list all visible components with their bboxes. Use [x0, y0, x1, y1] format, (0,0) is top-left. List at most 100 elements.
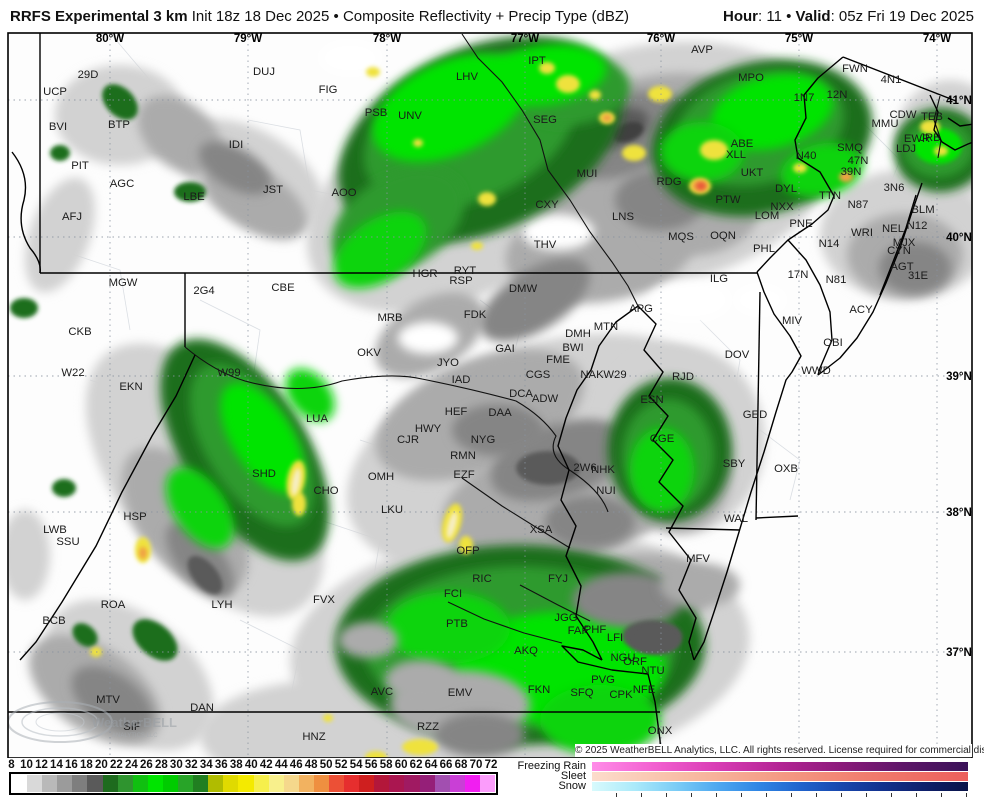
reflectivity-blob	[71, 666, 153, 734]
colorbar-cell	[102, 775, 118, 792]
station-label: AVC	[371, 686, 393, 698]
colorbar-value: 10	[20, 759, 33, 771]
station-label: NHK	[591, 464, 615, 476]
station-label: NUI	[596, 485, 615, 497]
station-label: AGC	[110, 178, 134, 190]
station-label: LFI	[607, 632, 623, 644]
station-label: TEB	[921, 111, 943, 123]
colorbar-value: 40	[244, 759, 258, 771]
longitude-label: 75°W	[785, 33, 813, 45]
station-label: PNE	[789, 218, 813, 230]
station-label: PSB	[365, 107, 388, 119]
station-label: MQS	[668, 231, 694, 243]
station-label: 4N1	[881, 74, 902, 86]
station-label: TTN	[819, 190, 841, 202]
reflectivity-blob	[630, 428, 694, 512]
station-label: SFQ	[570, 687, 593, 699]
station-label: MMU	[872, 118, 899, 130]
reflectivity-blob	[478, 192, 496, 206]
station-label: OXB	[774, 463, 798, 475]
station-label: GED	[743, 409, 767, 421]
station-label: SBY	[723, 458, 746, 470]
reflectivity-blob	[198, 141, 272, 195]
colorbar-cell	[479, 775, 495, 792]
copyright-notice: © 2025 WeatherBELL Analytics, LLC. All r…	[575, 744, 984, 757]
station-label: LHV	[456, 71, 478, 83]
station-label: PTB	[446, 618, 468, 630]
colorbar-value: 70	[469, 759, 483, 771]
station-label: CGS	[526, 369, 551, 381]
colorbar-cell	[132, 775, 148, 792]
station-label: WAL	[724, 513, 748, 525]
precip-row: Sleet	[500, 770, 978, 782]
colorbar-cell	[434, 775, 450, 792]
product-name: Composite Reflectivity + Precip Type (dB…	[342, 8, 630, 25]
longitude-label: 74°W	[923, 33, 951, 45]
station-label: UNV	[398, 110, 422, 122]
colorbar-value: 22	[109, 759, 123, 771]
station-label: OFP	[456, 545, 479, 557]
station-label: CHO	[313, 485, 338, 497]
station-label: AKQ	[514, 645, 538, 657]
station-label: N81	[826, 274, 847, 286]
station-label: FVX	[313, 594, 335, 606]
station-label: ROA	[101, 599, 126, 611]
station-label: RDG	[656, 176, 681, 188]
station-label: 2G4	[193, 285, 214, 297]
colorbar-cell	[193, 775, 209, 792]
station-label: AOO	[331, 187, 356, 199]
reflectivity-blob	[386, 592, 510, 664]
station-label: CDW	[890, 109, 917, 121]
reflectivity-blob	[522, 214, 594, 250]
colorbar-cell	[178, 775, 194, 792]
station-label: PHL	[753, 243, 775, 255]
station-label: HEF	[445, 406, 468, 418]
longitude-label: 79°W	[234, 33, 262, 45]
station-label: 39N	[841, 166, 862, 178]
colorbar-cell	[404, 775, 420, 792]
reflectivity-blob	[10, 298, 38, 318]
colorbar-cell	[389, 775, 405, 792]
reflectivity-blob	[696, 182, 706, 190]
colorbar-value: 14	[50, 759, 63, 771]
longitude-label: 80°W	[96, 33, 124, 45]
precip-row-bar	[592, 762, 968, 771]
station-label: W22	[61, 367, 84, 379]
station-label: PHF	[584, 624, 607, 636]
station-label: FYJ	[548, 573, 568, 585]
reflectivity-blob	[700, 140, 728, 160]
legend-strip: 8 10 12 14 16 18 20 22 24 26 28 30 32 34 36 38 40 42 44 46 4…	[0, 758, 984, 808]
colorbar-cell	[464, 775, 480, 792]
station-label: W99	[217, 367, 240, 379]
reflectivity-blob	[385, 660, 455, 700]
reflectivity-blob	[285, 368, 335, 422]
station-label: IDI	[229, 139, 243, 151]
station-label: SIF	[123, 721, 141, 733]
station-label: HNZ	[302, 731, 325, 743]
latitude-label: 40°N	[946, 232, 972, 244]
reflectivity-blob	[366, 67, 380, 77]
latitude-label: 37°N	[946, 647, 972, 659]
station-label: 31E	[908, 270, 929, 282]
station-label: DAN	[190, 702, 214, 714]
colorbar-value: 12	[35, 759, 48, 771]
precip-row-bar	[592, 782, 968, 791]
station-label: MGW	[109, 277, 138, 289]
title-bar: RRFS Experimental 3 km Init 18z 18 Dec 2…	[0, 0, 984, 33]
station-label: DAA	[488, 407, 512, 419]
station-label: SMQ	[837, 142, 863, 154]
station-label: ILG	[710, 273, 728, 285]
station-label: CJR	[397, 434, 419, 446]
reflectivity-blob	[139, 547, 147, 559]
station-label: FAF	[568, 625, 589, 637]
station-label: MTN	[594, 321, 618, 333]
colorbar-value: 62	[409, 759, 423, 771]
station-label: THV	[534, 239, 557, 251]
reflectivity-blob	[323, 714, 333, 722]
colorbar-value: 38	[229, 759, 243, 771]
reflectivity-blob	[556, 75, 580, 93]
station-label: 17N	[788, 269, 809, 281]
watermark-text: WeatherBELL	[92, 715, 177, 730]
station-label: BVI	[49, 121, 67, 133]
